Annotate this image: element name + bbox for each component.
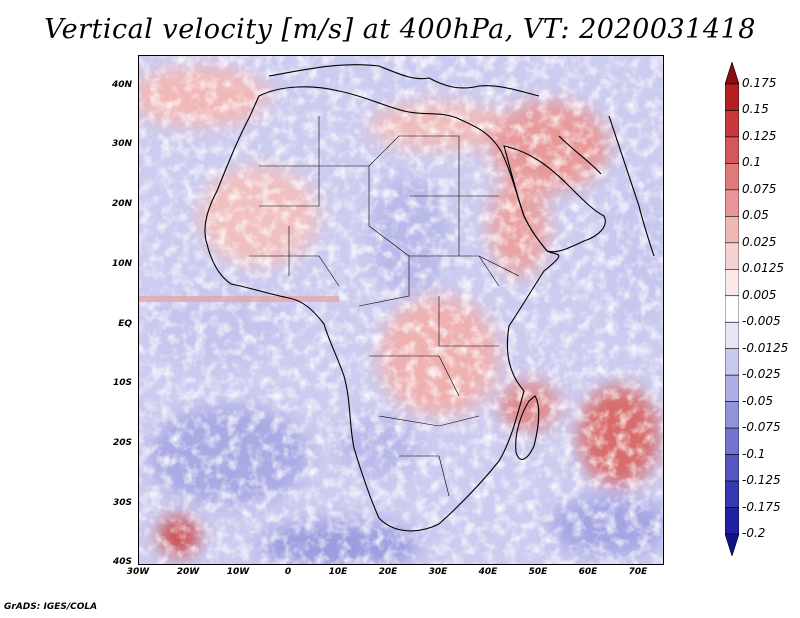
lon-label: 40E [478, 567, 498, 577]
itcz-band [139, 296, 339, 302]
velocity-field [139, 56, 663, 564]
map-panel [138, 55, 664, 565]
lon-label: 0 [284, 567, 292, 577]
lat-label: 30S [112, 498, 132, 508]
lon-label: 30W [126, 567, 150, 577]
africa-coast [204, 86, 560, 532]
colorbar-label: 0.05 [742, 208, 769, 223]
colorbar-label: -0.05 [742, 393, 774, 408]
lon-label: 20E [378, 567, 398, 577]
lat-label: EQ [118, 319, 132, 329]
colorbar-label: -0.175 [742, 499, 781, 514]
colorbar-cell [725, 454, 739, 482]
colorbar-cell [725, 189, 739, 217]
colorbar-label: -0.005 [742, 314, 781, 329]
colorbar-label: -0.1 [742, 446, 766, 461]
colorbar-label: -0.2 [742, 526, 766, 540]
colorbar-cell [725, 163, 739, 191]
colorbar-cell [725, 242, 739, 270]
colorbar-cells [725, 62, 739, 556]
lat-label: 30N [111, 139, 132, 149]
field-texture [139, 56, 663, 564]
colorbar-label: 0.075 [742, 181, 777, 196]
colorbar-cell [725, 136, 739, 164]
colorbar-cap-top [725, 62, 739, 85]
colorbar-cell [725, 216, 739, 244]
colorbar-label: -0.0125 [742, 340, 789, 355]
lat-label: 40N [111, 80, 132, 90]
arabia-coast [503, 145, 606, 253]
madagascar-coast [515, 395, 540, 460]
colorbar-label: -0.125 [742, 473, 781, 488]
credit-text: GrADS: IGES/COLA [4, 602, 98, 612]
chart-title: Vertical velocity [m/s] at 400hPa, VT: 2… [44, 14, 756, 45]
colorbar-label: 0.125 [742, 128, 777, 143]
lon-label: 60E [578, 567, 598, 577]
colorbar-cell [725, 507, 739, 535]
colorbar [725, 62, 739, 556]
lon-label: 50E [528, 567, 548, 577]
colorbar-label: 0.1 [742, 155, 762, 170]
lon-label: 70E [628, 567, 648, 577]
lon-label: 30E [428, 567, 448, 577]
colorbar-cell [725, 427, 739, 455]
lon-label: 10W [226, 567, 250, 577]
colorbar-cap-bottom [725, 533, 739, 556]
colorbar-cell [725, 348, 739, 376]
colorbar-cell [725, 401, 739, 429]
lat-label: 40S [112, 557, 132, 567]
colorbar-label: -0.025 [742, 367, 781, 382]
colorbar-cell [725, 480, 739, 508]
colorbar-label: 0.025 [742, 234, 777, 249]
colorbar-cell [725, 321, 739, 350]
colorbar-label: 0.175 [742, 76, 777, 90]
coastlines [204, 64, 655, 532]
lat-label: 10S [112, 378, 132, 388]
colorbar-label: 0.15 [742, 102, 769, 117]
europe-coast [268, 64, 540, 97]
lon-label: 10E [328, 567, 348, 577]
india-coast [608, 115, 655, 257]
colorbar-cell [725, 110, 739, 138]
country-borders [249, 116, 520, 497]
lat-label: 20N [111, 199, 132, 209]
colorbar-cell [725, 268, 739, 297]
colorbar-label: -0.075 [742, 420, 781, 435]
colorbar-label: 0.0125 [742, 261, 784, 276]
lat-label: 20S [112, 438, 132, 448]
lat-label: 10N [111, 259, 132, 269]
colorbar-cell [725, 83, 739, 111]
gulf-coast [558, 135, 602, 175]
colorbar-cell [725, 374, 739, 402]
lon-label: 20W [176, 567, 200, 577]
colorbar-cell [725, 295, 739, 323]
colorbar-label: 0.005 [742, 287, 777, 302]
